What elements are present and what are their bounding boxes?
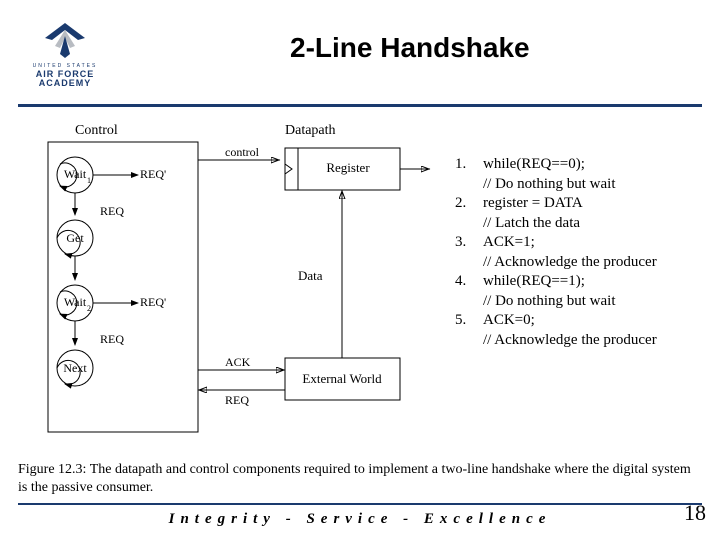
svg-text:Register: Register [326, 160, 370, 175]
state-next: Next [57, 350, 93, 386]
step-2: 2. register = DATA // Latch the data [455, 194, 720, 233]
state-wait1: Wait 1 REQ' [57, 157, 166, 193]
pseudocode-steps: 1. while(REQ==0); // Do nothing but wait… [455, 155, 720, 350]
svg-text:1: 1 [87, 176, 91, 185]
ack-signal-label: ACK [225, 355, 251, 369]
register-block: Register [285, 148, 430, 190]
data-signal-label: Data [298, 268, 323, 283]
af-wings-icon [30, 18, 100, 60]
step-4: 4. while(REQ==1); // Do nothing but wait [455, 272, 720, 311]
svg-text:External World: External World [302, 371, 382, 386]
step-1: 1. while(REQ==0); // Do nothing but wait [455, 155, 720, 194]
title-divider [18, 104, 702, 107]
datapath-heading: Datapath [285, 123, 336, 138]
svg-text:2: 2 [87, 304, 91, 313]
req-signal-label: REQ [225, 393, 249, 407]
control-signal-label: control [225, 145, 260, 159]
step-3: 3. ACK=1; // Acknowledge the producer [455, 233, 720, 272]
slide-title: 2-Line Handshake [290, 32, 530, 64]
svg-text:REQ': REQ' [140, 167, 166, 181]
svg-text:REQ: REQ [100, 332, 124, 346]
figure-caption: Figure 12.3: The datapath and control co… [18, 461, 702, 496]
caption-divider [18, 503, 702, 505]
state-get: Get [57, 220, 93, 256]
motto-footer: Integrity - Service - Excellence [0, 511, 720, 528]
svg-text:REQ': REQ' [140, 295, 166, 309]
external-world-block: External World [285, 358, 400, 400]
af-academy-logo: UNITED STATES AIR FORCE ACADEMY [20, 18, 110, 89]
svg-text:REQ: REQ [100, 204, 124, 218]
state-wait2: Wait 2 REQ' [57, 285, 166, 321]
logo-line3: ACADEMY [20, 79, 110, 89]
handshake-diagram: Control Datapath Wait 1 REQ' REQ Get Wai… [40, 120, 440, 440]
control-heading: Control [75, 123, 118, 138]
page-number: 18 [684, 500, 706, 526]
step-5: 5. ACK=0; // Acknowledge the producer [455, 311, 720, 350]
